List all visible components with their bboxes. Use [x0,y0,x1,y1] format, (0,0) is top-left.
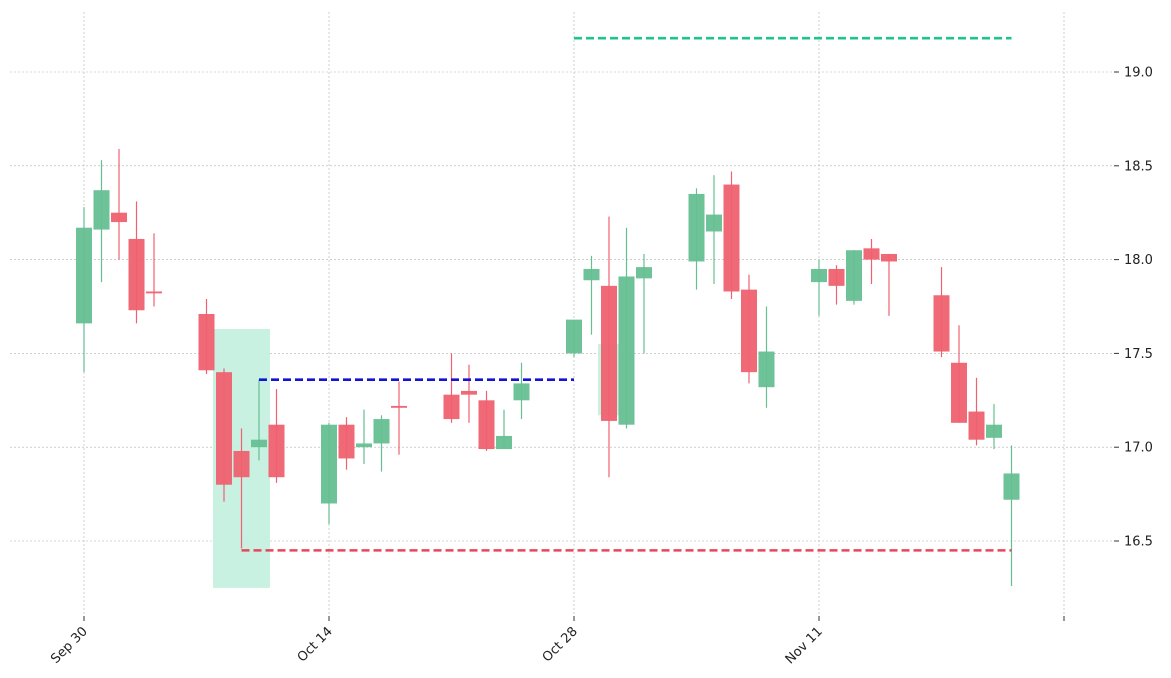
candle [566,319,582,358]
candle-body [216,372,232,485]
candle-body [321,424,337,504]
candle-body [601,285,617,421]
candle [828,265,845,305]
candle [391,381,407,455]
candle-body [636,267,652,279]
candle [846,250,862,305]
candle-body [986,424,1002,438]
x-tick-label: Oct 14 [295,624,336,665]
candle [268,389,285,483]
candle-body [76,227,92,324]
candle-body [618,276,635,425]
candle [111,148,127,260]
candle-body [478,400,495,450]
candle-body [758,351,775,388]
candle-body [443,394,460,420]
candle [128,201,145,324]
candle-body [356,443,372,448]
candle [741,274,757,384]
candle-body [338,424,355,459]
y-tick-label: 17.5 [1124,347,1153,362]
candle [496,409,512,450]
candle-body [951,362,967,423]
candle [216,368,232,502]
candle [338,417,355,470]
y-tick-label: 16.5 [1124,535,1153,550]
candle-body [863,248,880,260]
candle [321,422,337,525]
candle [93,160,110,283]
candle-body [881,253,897,262]
candle-body [461,390,477,395]
x-tick-label: Sep 30 [48,624,91,667]
candle [863,238,880,284]
candle [373,415,390,472]
candle-body [513,383,530,401]
candle [951,325,967,423]
candle-body [741,289,757,373]
candle-body [968,411,985,440]
candle [251,379,267,461]
candle [688,188,705,290]
y-tick-label: 17.0 [1124,441,1153,456]
candle-body [706,214,722,232]
candle-body [251,439,267,448]
candle-body [93,190,110,230]
candle [706,175,722,284]
candle-body [1003,473,1020,500]
candle-body [391,405,407,408]
y-tick-label: 19.0 [1124,66,1153,81]
candle-body [268,424,285,478]
candle-body [846,250,862,301]
candle [986,404,1002,450]
y-tick-label: 18.0 [1124,253,1153,268]
candle [758,306,775,408]
candle-body [128,238,145,311]
candle [618,227,635,429]
candle-body [146,291,162,294]
y-tick-label: 18.5 [1124,159,1153,174]
candle-body [688,193,705,262]
candle-body [583,268,600,281]
candle [443,353,460,423]
candle-body [496,435,512,450]
candle-body [828,268,845,286]
candle [233,428,250,549]
candle [478,390,495,451]
candle [356,409,372,465]
candle-body [233,450,250,478]
candle [513,362,530,420]
candle [601,216,617,478]
candle [198,298,215,375]
candle [811,259,827,316]
candle [881,253,897,316]
candle [636,253,652,354]
candle [723,171,740,299]
candle-body [198,314,215,371]
candle [461,364,477,423]
candle [933,267,950,358]
candle [1003,445,1020,587]
level-lines [241,36,1012,552]
x-tick-label: Oct 28 [540,624,581,665]
candle-body [373,419,390,444]
candles [76,148,1020,587]
candle-body [933,295,950,352]
candle-body [111,212,127,223]
candle [583,255,600,335]
candle [146,233,162,307]
candle [76,207,92,373]
candle-body [723,184,740,292]
candle-body [811,268,827,283]
candle [968,377,985,446]
x-tick-label: Nov 11 [783,624,826,667]
candle-body [566,319,582,354]
